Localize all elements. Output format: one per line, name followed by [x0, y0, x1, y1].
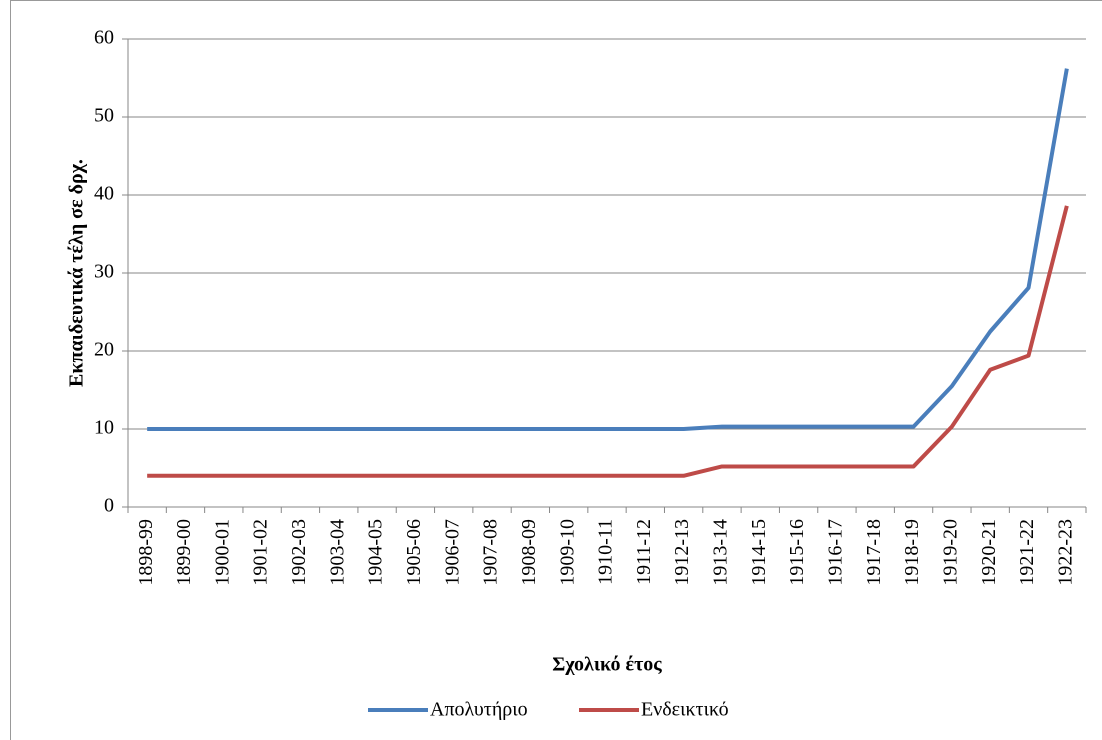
x-tick-label: 1901-02: [250, 519, 272, 586]
y-tick-label: 20: [94, 339, 114, 361]
legend-label: Ενδεικτικό: [641, 699, 729, 721]
x-tick-label: 1898-99: [135, 519, 157, 586]
x-tick-label: 1907-08: [480, 519, 502, 586]
x-axis-title: Σχολικό έτος: [552, 654, 662, 676]
x-tick-label: 1922-23: [1054, 519, 1076, 586]
x-tick-label: 1920-21: [978, 519, 1000, 586]
series-line: [147, 205, 1069, 478]
x-tick-label: 1909-10: [556, 519, 578, 586]
x-tick-label: 1919-20: [939, 519, 961, 586]
y-tick-label: 40: [94, 183, 114, 205]
x-tick-label: 1921-22: [1016, 519, 1038, 586]
y-tick-label: 50: [94, 105, 114, 127]
chart-frame: [10, 0, 1102, 740]
x-tick-label: 1905-06: [403, 519, 425, 586]
y-tick-label: 0: [104, 495, 114, 517]
x-tick-label: 1906-07: [441, 519, 463, 586]
x-tick-label: 1899-00: [173, 519, 195, 586]
series-line: [147, 68, 1069, 431]
x-tick-label: 1917-18: [863, 519, 885, 586]
x-tick-label: 1904-05: [365, 519, 387, 586]
x-tick-label: 1908-09: [518, 519, 540, 586]
x-tick-label: 1913-14: [710, 519, 732, 586]
x-tick-label: 1916-17: [825, 519, 847, 586]
y-tick-label: 60: [94, 27, 114, 49]
legend-label: Απολυτήριο: [430, 699, 528, 721]
y-axis-title: Εκπαιδευτικά τέλη σε δρχ.: [66, 159, 88, 387]
x-tick-label: 1903-04: [326, 519, 348, 586]
x-tick-label: 1918-19: [901, 519, 923, 586]
x-tick-label: 1915-16: [786, 519, 808, 586]
x-tick-label: 1911-12: [633, 519, 655, 585]
y-tick-label: 30: [94, 261, 114, 283]
x-tick-label: 1912-13: [671, 519, 693, 586]
y-tick-label: 10: [94, 417, 114, 439]
x-tick-label: 1914-15: [748, 519, 770, 586]
x-tick-label: 1900-01: [211, 519, 233, 586]
x-tick-label: 1902-03: [288, 519, 310, 586]
x-tick-label: 1910-11: [595, 519, 617, 585]
